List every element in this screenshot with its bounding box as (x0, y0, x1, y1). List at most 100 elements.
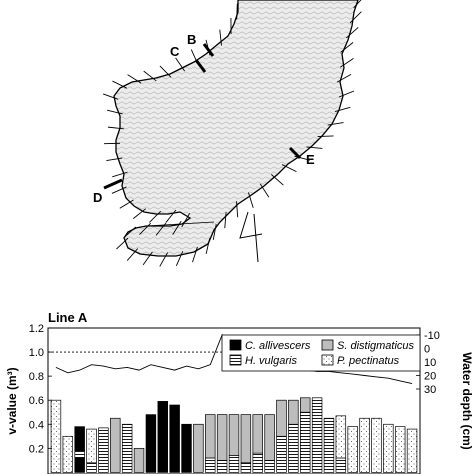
y-axis-label: v-value (m³) (5, 367, 19, 434)
bar-segment (98, 427, 109, 473)
bar-segment (300, 397, 311, 413)
legend-swatch-h-vulgaris (229, 354, 242, 366)
bar-segment (133, 447, 145, 473)
bar-segment (205, 457, 216, 473)
shoreline-tick (112, 80, 128, 89)
shoreline-tick (192, 246, 198, 263)
bar-segment (205, 414, 216, 459)
bar-segment (371, 417, 382, 473)
y2-tick-label: -10 (424, 330, 440, 342)
bar-segment (169, 404, 180, 473)
legend-label-p-pectinatus: P. pectinatus (337, 355, 400, 367)
y2-tick-label: 30 (424, 384, 436, 396)
shoreline-tick (165, 209, 177, 223)
shoreline-tick (112, 171, 128, 178)
bar-segment (288, 423, 299, 473)
shoreline-tick (155, 222, 167, 236)
shoreline-tick (340, 42, 354, 53)
bar-segment (86, 428, 97, 464)
bar-segment (394, 426, 406, 473)
bar-segment (74, 450, 85, 459)
bar-segment (110, 417, 121, 473)
legend: C. allivescers S. distigmaticus H. vulga… (221, 334, 421, 372)
bar-segment (62, 435, 74, 473)
shoreline-tick (149, 210, 162, 223)
bar-segment (145, 414, 157, 473)
left-axis-ticks: 0.2 0.4 0.6 0.8 1.0 1.2 (29, 323, 52, 455)
bar-segment (181, 423, 192, 473)
shoreline-tick (111, 186, 127, 194)
shoreline-tick (281, 164, 297, 173)
transect-d-mark (103, 178, 123, 190)
shoreline-tick (142, 251, 153, 266)
shoreline-transect-ticks (102, 0, 362, 267)
labelled-transects (103, 43, 302, 190)
shoreline-tick (353, 0, 362, 9)
shoreline-tick (181, 212, 191, 228)
shoreline-tick (247, 192, 254, 208)
legend-swatch-p-pectinatus (321, 354, 334, 366)
bar-segment (252, 452, 263, 473)
y-tick-label: 0.4 (29, 419, 44, 431)
bar-segment (50, 399, 62, 473)
shoreline-tick (123, 226, 137, 238)
y-tick-label: 0.6 (29, 395, 44, 407)
y2-tick-label: 10 (424, 357, 436, 369)
transect-label-d: D (93, 190, 102, 205)
y2-axis-label: Water depth (cm) (460, 352, 474, 450)
y-tick-label: 1.0 (29, 347, 44, 359)
bar-segment (300, 411, 311, 473)
chart-title: Line A (48, 310, 88, 325)
shoreline-tick (339, 90, 355, 98)
bar-segment (157, 401, 168, 473)
legend-label-c-allivescers: C. allivescers (245, 340, 311, 352)
shoreline-tick (159, 65, 172, 78)
bar-segment (264, 460, 275, 473)
y-tick-label: 1.2 (29, 323, 44, 335)
handwritten-mark-4 (239, 211, 263, 263)
shoreline-tick (334, 106, 351, 112)
shoreline-tick (306, 146, 323, 149)
shoreline-tick (336, 74, 352, 83)
bar-segment (228, 455, 240, 473)
bar-segment (311, 397, 323, 473)
legend-swatch-s-distigmaticus (321, 339, 334, 351)
shoreline-tick (143, 70, 157, 82)
bar-segment (252, 414, 263, 454)
y-tick-label: 0.2 (29, 443, 44, 455)
shoreline-tick (236, 3, 238, 20)
bar-segment (74, 426, 85, 452)
bar-segment (240, 414, 252, 464)
bar-segment (86, 462, 97, 473)
bar-segment (276, 399, 287, 437)
transect-c-mark (194, 59, 207, 73)
transect-b-mark (202, 43, 215, 57)
shoreline-tick (126, 248, 139, 261)
lake-map: B C D E (93, 0, 362, 267)
shoreline-tick (107, 126, 124, 130)
legend-box (221, 334, 421, 372)
shoreline-tick (139, 222, 152, 235)
shoreline-tick (224, 212, 227, 229)
bar-segment (193, 423, 204, 473)
bar-segment (406, 428, 418, 473)
shoreline-tick (317, 135, 334, 137)
shoreline-tick (175, 251, 184, 266)
bar-segment (216, 414, 228, 461)
bar-segment (335, 457, 347, 473)
shoreline-tick (212, 223, 217, 240)
legend-swatch-c-allivescers (229, 339, 242, 351)
y2-tick-label: 20 (424, 371, 436, 383)
shoreline-tick (346, 26, 359, 39)
legend-label-h-vulgaris: H. vulgaris (245, 355, 297, 367)
bar-segment (240, 462, 252, 473)
shoreline-tick (327, 122, 344, 126)
bar-segment (335, 415, 347, 459)
shoreline-tick (159, 252, 169, 267)
stacked-bars (50, 397, 418, 473)
bar-segment (347, 426, 358, 473)
lake-outline (113, 0, 359, 257)
